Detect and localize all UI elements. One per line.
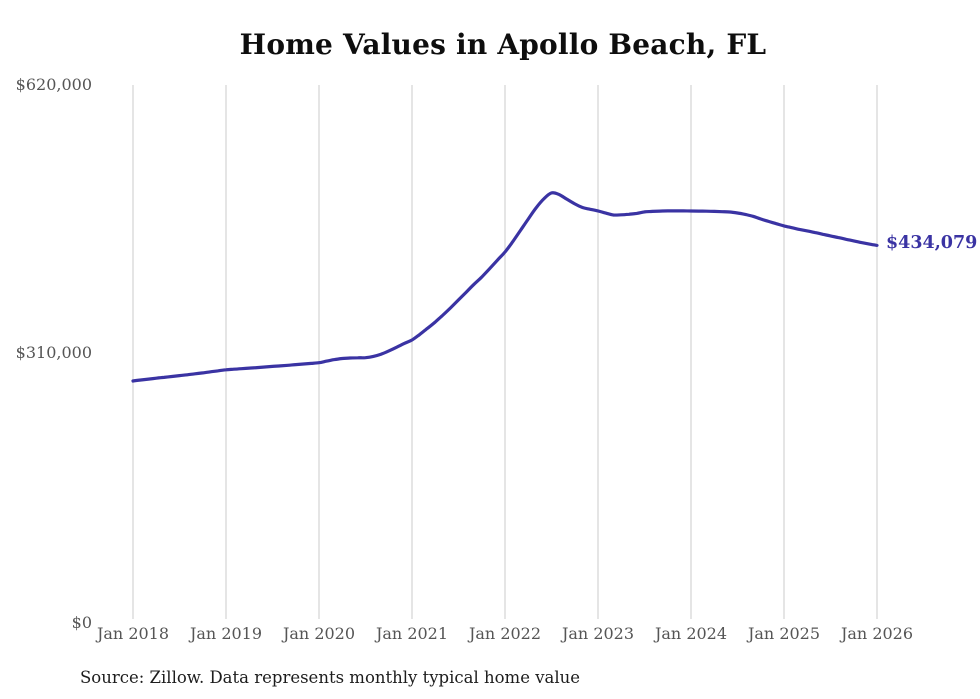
home-value-line <box>131 191 879 383</box>
x-tick-label: Jan 2019 <box>189 624 263 643</box>
latest-value-label: $434,079 <box>886 233 978 253</box>
x-tick-label: Jan 2023 <box>561 624 635 643</box>
y-tick-label: $0 <box>71 613 92 632</box>
y-tick-label: $620,000 <box>15 75 92 94</box>
x-tick-label: Jan 2024 <box>654 624 728 643</box>
x-tick-label: Jan 2026 <box>840 624 914 643</box>
x-tick-label: Jan 2018 <box>96 624 170 643</box>
chart-title: Home Values in Apollo Beach, FL <box>239 28 767 61</box>
x-tick-label: Jan 2025 <box>747 624 821 643</box>
x-tick-label: Jan 2021 <box>375 624 449 643</box>
x-tick-label: Jan 2022 <box>468 624 542 643</box>
x-tick-label: Jan 2020 <box>282 624 356 643</box>
source-note: Source: Zillow. Data represents monthly … <box>80 668 581 687</box>
y-tick-label: $310,000 <box>15 342 92 362</box>
